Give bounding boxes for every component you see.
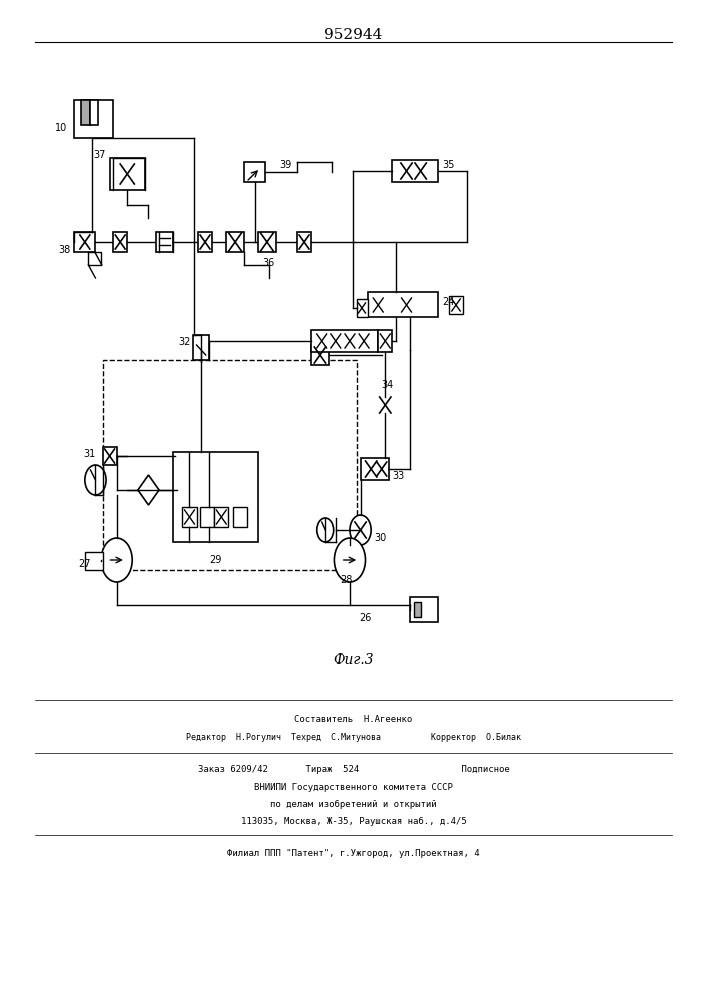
Text: 26: 26 xyxy=(358,613,371,623)
Text: 35: 35 xyxy=(442,160,455,170)
Bar xyxy=(361,458,389,480)
Circle shape xyxy=(334,538,366,582)
Text: ВНИИПИ Государственного комитета СССР: ВНИИПИ Государственного комитета СССР xyxy=(254,782,453,792)
Bar xyxy=(90,100,98,125)
Bar xyxy=(414,602,421,617)
Bar xyxy=(311,330,378,352)
Bar xyxy=(198,232,212,252)
Text: 31: 31 xyxy=(83,449,95,459)
Bar xyxy=(182,507,197,527)
Bar xyxy=(378,330,392,352)
Text: Редактор  Н.Рогулич  Техред  С.Митунова          Корректор  О.Билак: Редактор Н.Рогулич Техред С.Митунова Кор… xyxy=(186,734,521,742)
Bar xyxy=(110,158,145,190)
Bar xyxy=(173,452,258,542)
Text: 28: 28 xyxy=(340,575,353,585)
Bar xyxy=(410,597,438,622)
Bar xyxy=(156,232,173,252)
Text: 10: 10 xyxy=(55,123,67,133)
Circle shape xyxy=(317,518,334,542)
Text: 39: 39 xyxy=(279,160,291,170)
Text: 32: 32 xyxy=(178,337,191,347)
Bar xyxy=(233,507,247,527)
Circle shape xyxy=(85,465,106,495)
Bar xyxy=(244,162,265,182)
Text: 30: 30 xyxy=(375,533,387,543)
Text: Филиал ППП "Патент", г.Ужгород, ул.Проектная, 4: Филиал ППП "Патент", г.Ужгород, ул.Проек… xyxy=(227,848,480,857)
Text: 33: 33 xyxy=(392,471,404,481)
Bar xyxy=(258,232,276,252)
Text: Заказ 6209/42       Тираж  524                   Подписное: Заказ 6209/42 Тираж 524 Подписное xyxy=(198,766,509,774)
Bar xyxy=(103,360,357,570)
Bar xyxy=(226,232,244,252)
Bar xyxy=(368,292,438,317)
Text: 113035, Москва, Ж-35, Раушская наб., д.4/5: 113035, Москва, Ж-35, Раушская наб., д.4… xyxy=(240,816,467,826)
Bar xyxy=(193,335,209,360)
Bar xyxy=(297,232,311,252)
Bar xyxy=(311,345,329,365)
Text: 38: 38 xyxy=(59,245,71,255)
Text: Фиг.3: Фиг.3 xyxy=(333,653,374,667)
Text: 27: 27 xyxy=(78,559,90,569)
Bar xyxy=(74,100,113,138)
Bar xyxy=(214,507,228,527)
Text: 29: 29 xyxy=(209,555,222,565)
Text: 952944: 952944 xyxy=(325,28,382,42)
Text: Составитель  Н.Агеенко: Составитель Н.Агеенко xyxy=(294,716,413,724)
Bar xyxy=(357,299,368,317)
Bar xyxy=(88,252,101,265)
Text: по делам изобретений и открытий: по делам изобретений и открытий xyxy=(270,799,437,809)
Bar xyxy=(81,100,90,125)
Bar xyxy=(200,507,214,527)
Circle shape xyxy=(101,538,132,582)
Bar xyxy=(113,232,127,252)
Bar xyxy=(74,232,95,252)
Text: 37: 37 xyxy=(93,150,106,160)
Bar xyxy=(392,160,438,182)
Bar xyxy=(85,552,103,570)
Bar xyxy=(449,296,463,314)
Text: 24: 24 xyxy=(442,297,455,307)
Circle shape xyxy=(350,515,371,545)
Text: 36: 36 xyxy=(262,258,275,268)
Bar xyxy=(103,447,117,465)
Text: 34: 34 xyxy=(382,380,394,390)
